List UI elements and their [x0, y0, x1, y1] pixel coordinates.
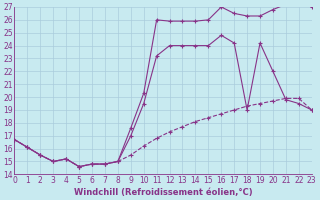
X-axis label: Windchill (Refroidissement éolien,°C): Windchill (Refroidissement éolien,°C) [74, 188, 252, 197]
